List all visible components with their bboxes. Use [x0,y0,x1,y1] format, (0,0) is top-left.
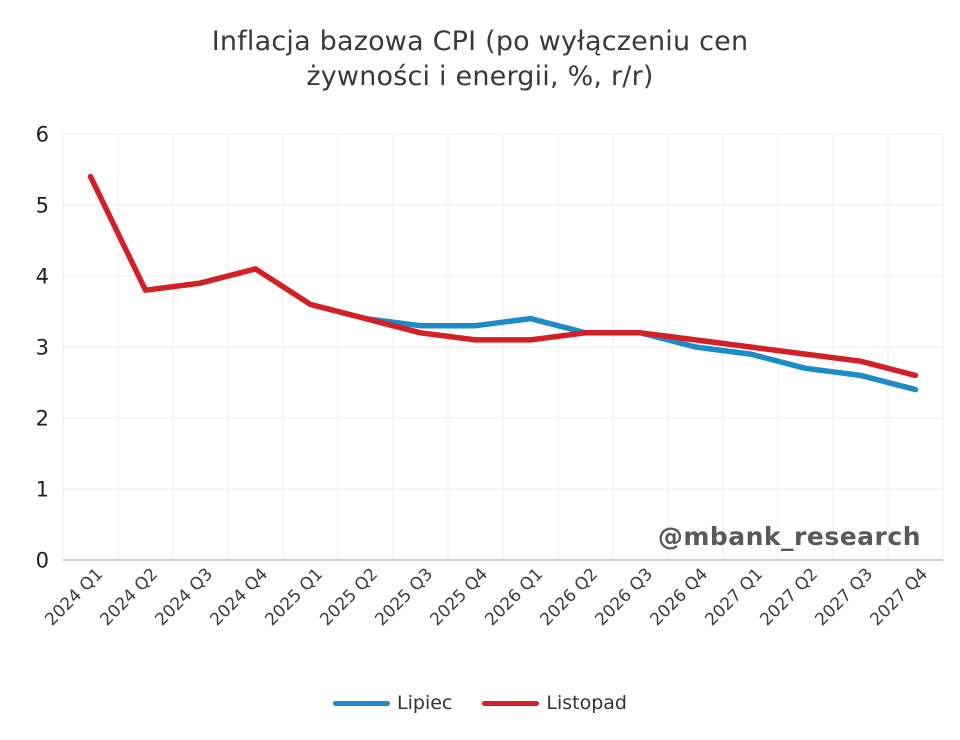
legend-label-listopad: Listopad [546,692,627,714]
y-tick-label: 0 [36,549,49,573]
legend-swatch-listopad [482,700,540,706]
x-tick-label: 2026 Q4 [646,564,712,630]
x-tick-label: 2025 Q1 [261,564,327,630]
chart-title-line1: Inflacja bazowa CPI (po wyłączeniu cen [211,26,749,57]
series-line-listopad [87,173,919,379]
legend-label-lipiec: Lipiec [397,692,453,714]
y-tick-label: 5 [36,194,49,218]
chart-legend: Lipiec Listopad [0,692,960,714]
x-tick-label: 2027 Q2 [756,564,822,630]
x-tick-label: 2024 Q1 [41,564,107,630]
x-tick-label: 2024 Q4 [206,564,272,630]
chart-title: Inflacja bazowa CPI (po wyłączeniu cen ż… [0,24,960,94]
y-tick-label: 3 [36,336,49,360]
legend-item-lipiec: Lipiec [333,692,452,714]
y-tick-label: 2 [36,407,49,431]
y-axis-ticks: 0 1 2 3 4 5 6 [36,123,49,573]
chart-title-line2: żywności i energii, %, r/r) [306,61,654,92]
y-tick-label: 4 [36,265,49,289]
x-tick-label: 2024 Q2 [96,564,162,630]
x-tick-label: 2026 Q3 [591,564,657,630]
x-tick-label: 2025 Q2 [316,564,382,630]
y-tick-label: 1 [36,478,49,502]
gridlines [62,133,944,561]
x-tick-label: 2027 Q3 [811,564,877,630]
legend-swatch-lipiec [333,700,391,706]
y-tick-label: 6 [36,123,49,147]
x-tick-label: 2026 Q2 [536,564,602,630]
x-tick-label: 2024 Q3 [151,564,217,630]
x-tick-label: 2027 Q4 [866,564,932,630]
watermark-text: @mbank_research [658,522,921,551]
x-tick-label: 2025 Q3 [371,564,437,630]
legend-item-listopad: Listopad [482,692,627,714]
x-tick-label: 2027 Q1 [701,564,767,630]
data-series [87,173,919,393]
x-tick-label: 2025 Q4 [426,564,492,630]
x-tick-label: 2026 Q1 [481,564,547,630]
